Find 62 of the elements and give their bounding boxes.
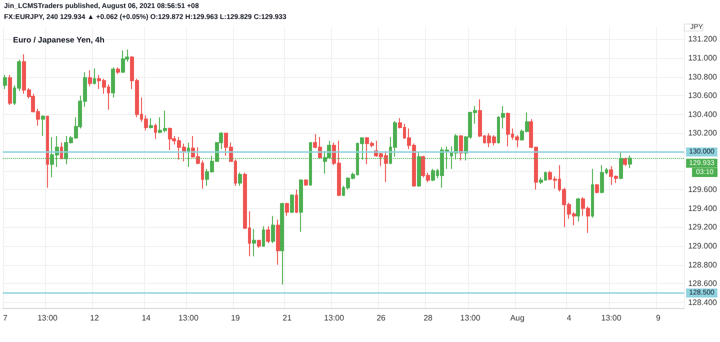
y-tick-label: 129.200 <box>688 222 718 232</box>
x-tick-label: 12 <box>90 314 100 322</box>
y-tick-label: 131.200 <box>688 34 718 44</box>
candlestick <box>257 240 261 248</box>
x-tick-label: Aug <box>510 314 524 322</box>
candlestick <box>591 168 594 218</box>
candlestick <box>266 226 270 244</box>
candlestick <box>121 50 125 74</box>
x-tick-label: 7 <box>2 314 8 322</box>
x-tick-label: 13:00 <box>37 314 58 322</box>
x-tick-label: 13:00 <box>178 314 199 322</box>
x-tick-label: 14 <box>142 314 152 322</box>
candlestick <box>262 226 265 248</box>
candlestick <box>154 123 157 140</box>
y-tick-label: 130.800 <box>688 72 718 82</box>
candlestick <box>8 74 12 106</box>
candlestick <box>506 112 510 147</box>
y-tick-label: 130.400 <box>688 110 718 119</box>
x-tick-label: 26 <box>376 314 386 322</box>
x-tick-label: 19 <box>230 314 240 322</box>
y-tick-label: 128.600 <box>688 279 718 288</box>
candlestick <box>168 127 172 151</box>
x-tick-label: 9 <box>656 314 662 322</box>
x-tick-label: 13:00 <box>460 314 481 322</box>
candlestick <box>271 215 275 244</box>
candlestick <box>116 66 120 74</box>
candlestick <box>111 66 115 98</box>
candlestick <box>41 114 45 137</box>
x-tick-label: 13:00 <box>601 314 622 322</box>
candlestick <box>290 194 294 214</box>
x-tick-label: 28 <box>424 314 434 322</box>
candlestick <box>285 202 289 216</box>
y-tick-label: 130.600 <box>688 91 718 100</box>
y-tick-label: 129.600 <box>688 185 718 194</box>
candlestick <box>252 228 256 257</box>
candlestick <box>149 118 153 129</box>
text: Euro / Japanese Yen, 4h <box>13 36 105 44</box>
candlestick <box>623 157 627 167</box>
candlestick <box>46 116 49 188</box>
candlestick <box>3 74 7 90</box>
candlestick <box>295 189 298 214</box>
candlestick <box>576 198 580 222</box>
candlestick <box>93 68 96 85</box>
y-tick-label: 129.000 <box>688 241 718 250</box>
x-tick-label: 21 <box>282 314 292 322</box>
y-tick-label: 130.200 <box>688 128 718 138</box>
candlestick <box>459 134 463 161</box>
candlestick <box>299 178 303 232</box>
candlestick <box>595 183 599 194</box>
y-tick-label: 131.000 <box>688 54 718 63</box>
candlestick <box>304 178 308 186</box>
candlestick <box>276 219 280 266</box>
candlestick <box>238 172 242 186</box>
candlestick <box>431 168 435 182</box>
x-tick-label: 13:00 <box>324 314 345 322</box>
y-tick-label: 129.400 <box>688 204 718 213</box>
y-tick-label: 128.800 <box>688 260 718 270</box>
candlestick <box>600 164 604 194</box>
candlestick <box>88 70 92 87</box>
candlestick <box>280 202 284 286</box>
y-tick-label: 128.400 <box>688 298 718 307</box>
x-tick-label: 4 <box>566 314 572 322</box>
